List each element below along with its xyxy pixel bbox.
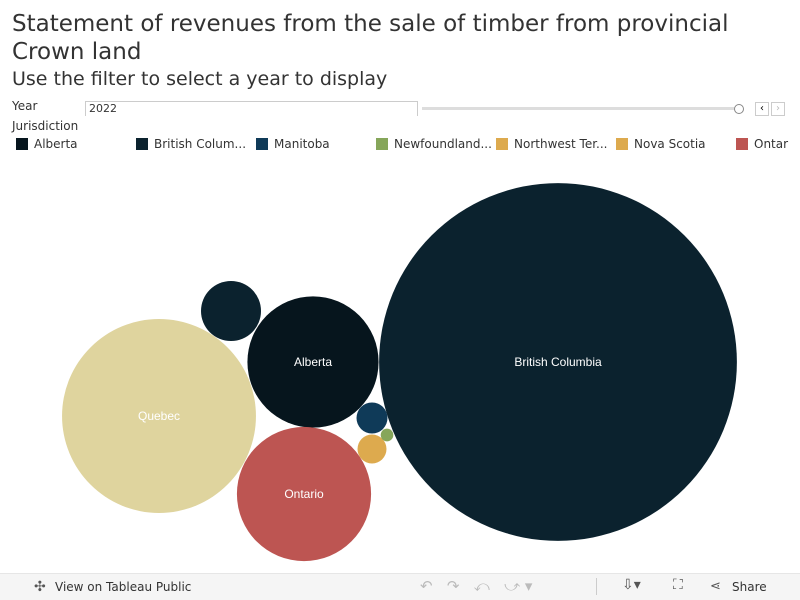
filter-label: Year bbox=[12, 99, 38, 113]
bubble-label: British Columbia bbox=[514, 355, 602, 369]
legend-item[interactable]: Newfoundland... bbox=[376, 137, 492, 151]
legend-item[interactable]: Ontar bbox=[736, 137, 788, 151]
legend-label: Manitoba bbox=[274, 137, 330, 151]
bubble bbox=[201, 281, 261, 341]
legend-swatch bbox=[616, 138, 628, 150]
legend-item[interactable]: Manitoba bbox=[256, 137, 330, 151]
legend-label: British Colum... bbox=[154, 137, 247, 151]
bubble bbox=[357, 434, 387, 464]
legend-swatch bbox=[736, 138, 748, 150]
chart-subtitle: Use the filter to select a year to displ… bbox=[12, 68, 388, 90]
view-link[interactable]: View on Tableau Public bbox=[55, 580, 192, 594]
legend-item[interactable]: Northwest Ter... bbox=[496, 137, 607, 151]
bubble bbox=[379, 183, 737, 541]
bubble bbox=[62, 319, 256, 513]
fullscreen-button[interactable]: ⛶ bbox=[673, 577, 683, 593]
bubble bbox=[236, 426, 372, 562]
legend-item[interactable]: British Colum... bbox=[136, 137, 246, 151]
download-button[interactable]: ⇩▾ bbox=[622, 577, 641, 593]
chart: British Columbia Quebec Alberta Ontario bbox=[62, 183, 737, 562]
prev-button[interactable]: ‹ bbox=[755, 102, 769, 116]
bubble-label: Alberta bbox=[294, 355, 332, 369]
bubble-label: Quebec bbox=[138, 409, 180, 423]
legend-swatch bbox=[256, 138, 268, 150]
legend-label: Newfoundland... bbox=[394, 137, 492, 151]
undo-icons: ↶ ↷ ⤺ ⤻ ▾ bbox=[420, 577, 533, 595]
legend-swatch bbox=[376, 138, 388, 150]
toolbar: ✣ View on Tableau Public ↶ ↷ ⤺ ⤻ ▾ ⇩▾ ⛶ … bbox=[0, 573, 800, 600]
legend-item[interactable]: Nova Scotia bbox=[616, 137, 706, 151]
legend-swatch bbox=[16, 138, 28, 150]
bubble bbox=[247, 296, 379, 428]
legend-swatch bbox=[496, 138, 508, 150]
bubble bbox=[380, 428, 394, 442]
next-button[interactable]: › bbox=[771, 102, 785, 116]
year-slider[interactable] bbox=[422, 107, 740, 110]
bubble-label: Ontario bbox=[284, 487, 324, 501]
year-input[interactable]: 2022 bbox=[85, 101, 418, 116]
legend-item[interactable]: Alberta bbox=[16, 137, 78, 151]
tableau-icon: ✣ bbox=[34, 579, 46, 595]
legend-swatch bbox=[136, 138, 148, 150]
slider-handle[interactable] bbox=[734, 104, 744, 114]
share-button[interactable]: Share bbox=[732, 580, 767, 594]
legend-label: Northwest Ter... bbox=[514, 137, 608, 151]
bubble bbox=[356, 402, 388, 434]
legend-label: Nova Scotia bbox=[634, 137, 706, 151]
chart-title: Statement of revenues from the sale of t… bbox=[12, 11, 729, 65]
legend-label: Alberta bbox=[34, 137, 78, 151]
separator bbox=[596, 578, 597, 595]
share-icon: ⋖ bbox=[710, 579, 721, 594]
legend-title: Jurisdiction bbox=[12, 119, 79, 133]
legend-label: Ontar bbox=[754, 137, 789, 151]
